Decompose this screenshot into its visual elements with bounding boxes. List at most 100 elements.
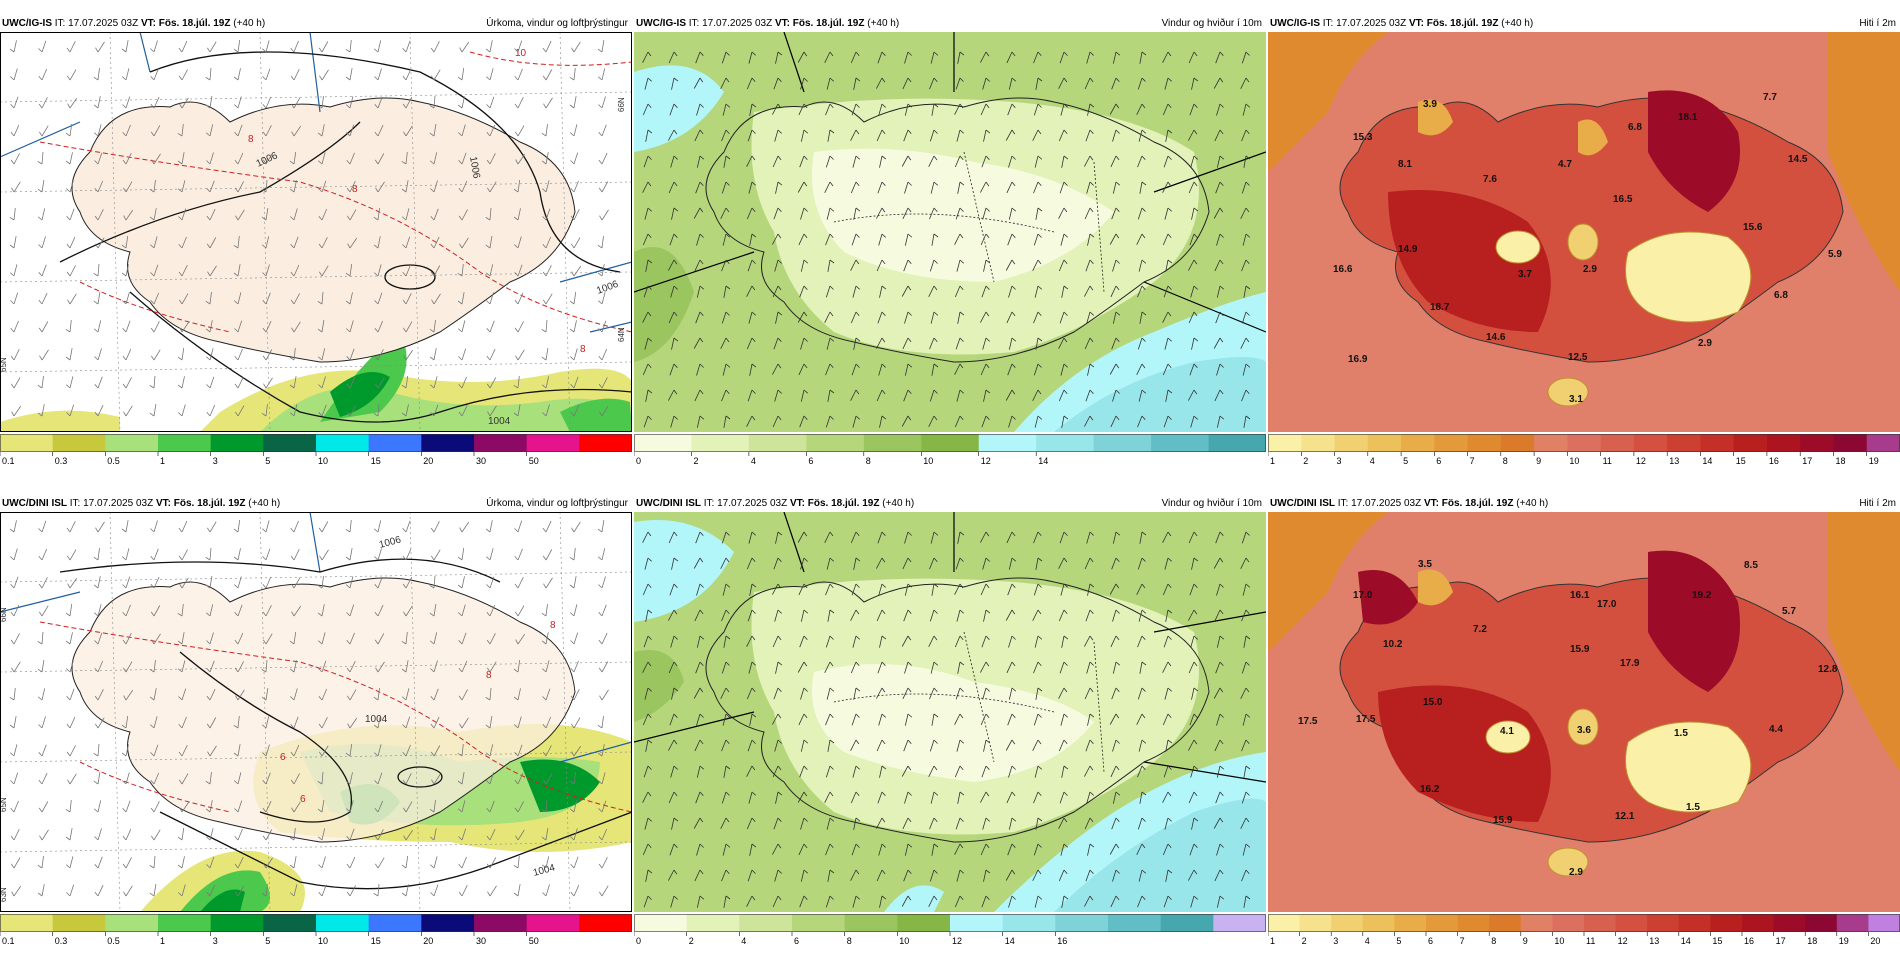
wind-barb [263, 863, 267, 869]
wind-barb [929, 869, 935, 882]
wind-barb [1033, 233, 1039, 246]
wind-barb [149, 216, 155, 221]
wind-barb [237, 800, 243, 813]
wind-barb [570, 864, 575, 869]
colorbar-svg: 1 2 3 4 5 6 7 8 9 10 11 12 13 14 15 16 17 18 19 20 [1268, 914, 1900, 946]
wind-barb [265, 659, 268, 673]
wind-barb [803, 635, 808, 640]
wind-barb [433, 180, 438, 193]
temp-value-label: 1.5 [1674, 728, 1688, 739]
wind-barb [318, 271, 323, 277]
wind-barb [929, 207, 935, 220]
wind-barb [209, 404, 216, 417]
wind-barb [489, 181, 497, 193]
wind-barb [1037, 415, 1043, 420]
wind-barb [1242, 583, 1247, 596]
wind-barb [1058, 609, 1065, 622]
wind-barb [461, 41, 470, 53]
wind-barb [647, 77, 652, 82]
wind-barb [265, 292, 271, 305]
wind-barb [94, 356, 99, 361]
colorbar-tick-label: 4 [1365, 936, 1370, 946]
wind-barb [829, 259, 835, 264]
colorbar-tick-label: 20 [423, 456, 433, 466]
wind-barb [824, 311, 831, 323]
wind-barb [205, 612, 211, 617]
wind-barb [598, 808, 603, 813]
wind-barb [881, 765, 887, 770]
wind-barb [430, 892, 435, 897]
wind-barb [1089, 363, 1095, 368]
wind-barb [1193, 363, 1198, 368]
wind-barb [725, 895, 731, 900]
wind-barb [206, 836, 211, 841]
wind-barb [318, 640, 323, 645]
wind-barb [1063, 155, 1069, 160]
wind-barb [601, 320, 607, 333]
wind-barb [125, 153, 132, 165]
wind-barb [981, 765, 987, 778]
wind-barb [933, 557, 938, 563]
wind-barb [233, 272, 239, 277]
wind-barb [647, 791, 652, 797]
wind-barb [237, 181, 244, 193]
wind-barb [346, 863, 351, 869]
wind-barb [262, 103, 267, 109]
wind-barb [907, 609, 912, 614]
wind-barb [13, 772, 19, 785]
wind-barb [10, 327, 15, 333]
wind-barb [541, 612, 547, 617]
wind-barb [206, 243, 211, 249]
wind-barb [374, 131, 379, 137]
wind-barb [1034, 635, 1039, 648]
wind-barb [1193, 557, 1199, 562]
wind-barb [458, 640, 463, 645]
wind-barb [181, 376, 185, 389]
wind-barb [1037, 103, 1042, 108]
temp-map[interactable]: 3.5 8.5 17.0 16.1 19.2 17.0 10.2 7.2 15.9 5.7 17.9… [1268, 512, 1900, 912]
wind-barb [881, 207, 886, 213]
wind-barb [265, 349, 273, 361]
wind-barb [69, 773, 77, 785]
isobar-label: 1004 [488, 416, 511, 427]
temp-map[interactable]: 3.9 7.7 15.3 8.1 6.8 18.1 4.7 7.6 16.5 14.5 15.6 14… [1268, 32, 1900, 432]
wind-barb [957, 661, 961, 674]
wind-barb [985, 311, 990, 317]
colorbar-tick-label: 0.5 [107, 936, 120, 946]
variable-title: Hiti í 2m [1859, 18, 1896, 29]
wind-barb [694, 739, 701, 752]
wind-barb [373, 413, 379, 417]
wind-barb [321, 237, 328, 249]
wind-barb [377, 96, 383, 109]
wind-barb [41, 151, 44, 165]
isobar-label: 1004 [365, 714, 388, 725]
wind-barb [153, 125, 161, 137]
wind-barb [346, 328, 351, 333]
wind-barb [797, 311, 805, 323]
wind-barb [41, 321, 49, 333]
wind-barb [1063, 557, 1068, 563]
wind-barb [293, 180, 297, 193]
wind-barb [902, 817, 909, 830]
wind-barb [983, 869, 987, 882]
wind-barb [289, 412, 295, 417]
wind-map[interactable] [634, 32, 1266, 432]
wind-barb [1137, 337, 1143, 350]
wind-barb [374, 556, 379, 561]
wind-barb [1216, 635, 1221, 648]
wind-barb [9, 244, 15, 249]
precip-map[interactable]: 10 1006 1006 1006 1004 8 8 8 66N 64N 65N [0, 32, 632, 432]
wind-barb [1245, 687, 1250, 693]
wind-barb [1193, 337, 1199, 342]
colorbar-swatch [978, 434, 1037, 452]
wind-barb [486, 187, 491, 193]
wind-barb [1141, 207, 1146, 212]
wind-barb [982, 77, 987, 90]
wind-barb [125, 716, 129, 729]
wind-barb [1167, 181, 1172, 187]
wind-barb [1110, 635, 1117, 648]
wind-barb [346, 411, 351, 417]
wind-map[interactable] [634, 512, 1266, 912]
wind-barb [1007, 583, 1013, 596]
precip-map[interactable]: 1006 1004 1004 8 6 8 6 66N 65N 63N [0, 512, 632, 912]
